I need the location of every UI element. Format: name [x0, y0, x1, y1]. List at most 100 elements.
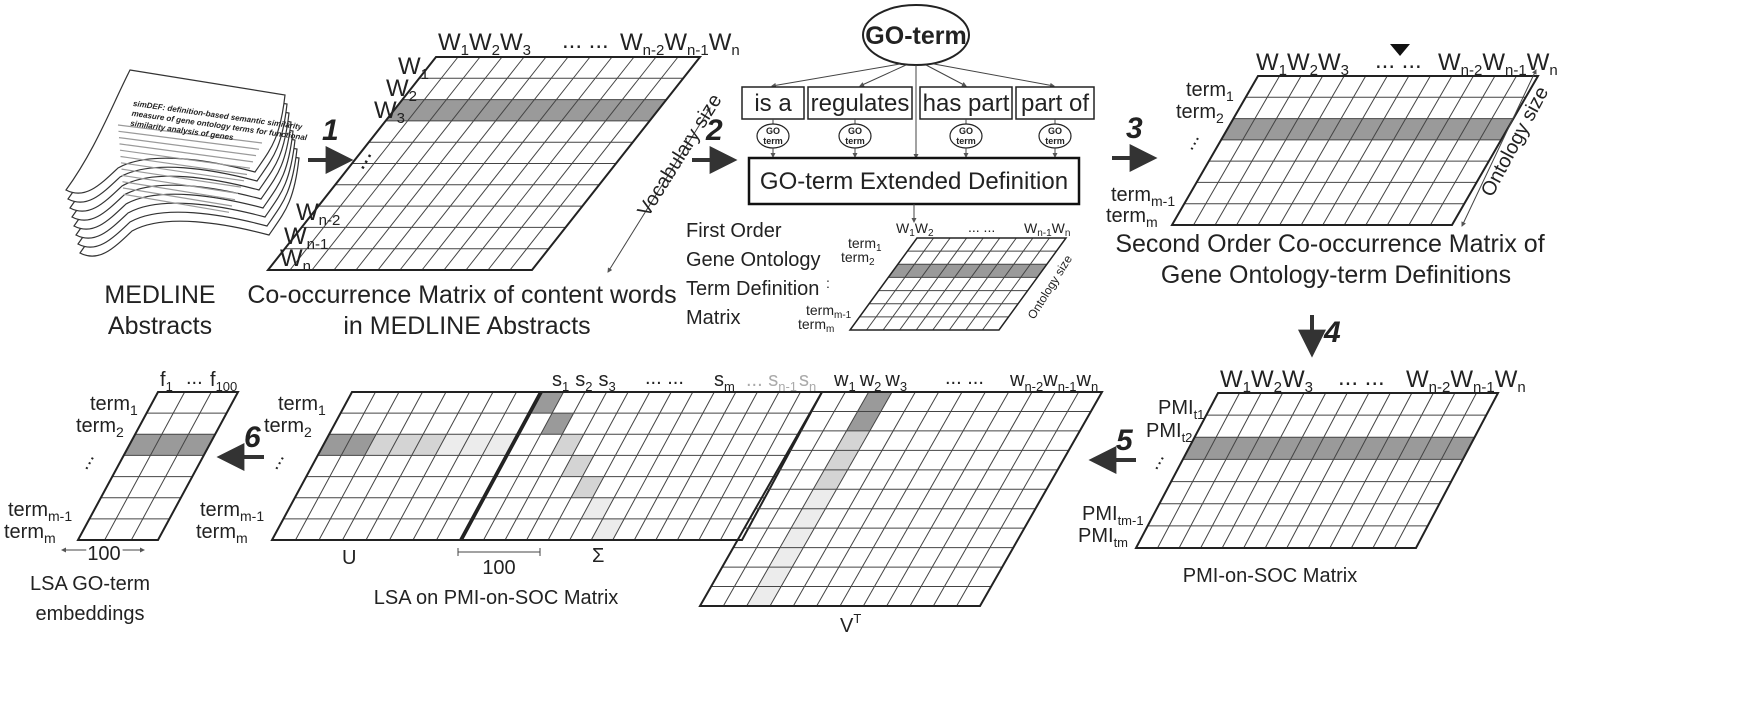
vt-gridline: [816, 391, 940, 607]
second-gridline: [1343, 75, 1431, 226]
sigma-gridline: [569, 391, 651, 541]
abstract-text-line: [120, 155, 248, 176]
vt-gridline: [792, 391, 916, 607]
second-side-label: Ontology size: [1477, 83, 1553, 200]
second-caption-1: Second Order Co-occurrence Matrix of: [1115, 230, 1544, 258]
vt-gridline: [839, 391, 963, 607]
relation-box-regulates: [807, 86, 913, 120]
first-order-grid: [848, 237, 1068, 331]
paper-stack: [65, 69, 300, 257]
extended-definition-label: GO-term Extended Definition: [760, 168, 1068, 195]
second-gridline: [1408, 75, 1496, 226]
emb-row-m: termm: [4, 521, 56, 546]
first-order-col-first: W1W2: [896, 220, 934, 239]
goterm-child-label-1: GO: [959, 126, 973, 136]
first-order-col-dots: ... ...: [968, 219, 995, 235]
first-order-caption-1: First Order: [686, 220, 782, 242]
sigma-col-extra: ... sn-1 sn: [746, 369, 816, 394]
goterm-child-label-2: term: [763, 136, 783, 146]
abstract-text-line: [117, 124, 263, 144]
sigma-highlight: [560, 455, 594, 477]
first-order-gridline: [882, 237, 951, 331]
goterm-child-label-1: GO: [766, 126, 780, 136]
goterm-child-label-1: GO: [1048, 126, 1062, 136]
emb-row-2: term2: [76, 415, 124, 440]
cooc-frame: [265, 56, 703, 271]
abstract-text-line: [123, 193, 230, 213]
step-3-arrow: 3: [1112, 112, 1158, 172]
second-highlight: [1221, 118, 1514, 140]
sigma-highlight: [581, 497, 615, 519]
pmi-col-first: W1W2W3: [1220, 366, 1313, 396]
pmi-gridline: [1350, 392, 1434, 549]
relation-regulates: regulates: [811, 90, 910, 117]
sigma-col-first: s1 s2 s3: [552, 369, 616, 394]
u-gridline: [412, 391, 494, 541]
emb-width-100: 100: [87, 543, 120, 565]
vt-gridline: [909, 391, 1033, 607]
lsa-width-100: 100: [482, 557, 515, 579]
step-4-number: 4: [1323, 316, 1341, 349]
pmi-frame: [1134, 392, 1500, 549]
pmi-highlight: [1182, 437, 1475, 460]
second-row-m: termm: [1106, 205, 1158, 230]
goterm-tree: GO-term is a regulates has part part of …: [741, 4, 1095, 223]
vt-gridline: [956, 391, 1080, 607]
second-row-dots: ...: [1177, 129, 1204, 154]
u-row-dots: ...: [262, 448, 289, 473]
first-order-row-dots: :: [826, 275, 830, 291]
emb-col-first: f1: [160, 369, 173, 394]
emb-frame: [76, 391, 240, 541]
sigma-gridline: [504, 391, 586, 541]
u-row-2: term2: [264, 415, 312, 440]
embeddings-grid: [76, 391, 240, 541]
second-gridline: [1214, 75, 1302, 226]
second-gridline: [1257, 75, 1345, 226]
sigma-gridline: [698, 391, 780, 541]
emb-highlight: [123, 434, 216, 456]
pmi-row-dots: ...: [1142, 448, 1169, 473]
second-gridline: [1193, 75, 1280, 226]
first-order-gridline: [915, 237, 984, 331]
first-order-row-2: term2: [841, 249, 875, 268]
extended-definition-box: [747, 156, 1081, 206]
vt-frame: [698, 391, 1104, 607]
first-order-caption-2: Gene Ontology: [686, 249, 821, 271]
pmi-row-m: PMItm: [1078, 525, 1128, 550]
sigma-gridline: [612, 391, 694, 541]
first-order-caption-4: Matrix: [686, 307, 740, 329]
cooc-caption-2: in MEDLINE Abstracts: [343, 312, 590, 340]
u-gridline: [318, 391, 400, 541]
emb-caption-1: LSA GO-term: [30, 573, 150, 595]
first-order-gridline: [932, 237, 1001, 331]
cooc-col-last: Wn-2Wn-1Wn: [620, 29, 740, 59]
cooc-col-dots: ... ...: [562, 27, 609, 54]
pmi-gridline: [1394, 392, 1477, 549]
step-4-arrow: 4: [1298, 315, 1341, 358]
second-gridline: [1365, 75, 1453, 226]
sigma-highlight: [591, 518, 625, 540]
sigma-col-sm: sm: [714, 369, 735, 394]
cooc-caption-1: Co-occurrence Matrix of content words: [247, 281, 676, 309]
emb-col-dots: ...: [186, 367, 203, 389]
second-order-matrix: W1W2W3 ... ... Wn-2Wn-1Wn term1 term2 ..…: [1106, 44, 1558, 289]
pmi-col-dots: ... ...: [1338, 364, 1385, 391]
pmi-gridline: [1221, 392, 1305, 549]
goterm-child-label-2: term: [956, 136, 976, 146]
abstract-text-line: [118, 130, 260, 150]
u-frame: [270, 391, 542, 541]
abstract-text-line: [118, 137, 257, 157]
medline-caption-2: Abstracts: [108, 312, 212, 340]
sigma-highlight: [571, 476, 604, 498]
emb-row-dots: ...: [72, 448, 99, 473]
sigma-frame: [460, 391, 824, 541]
abstract-text-line: [122, 187, 233, 207]
first-order-frame: [848, 237, 1068, 331]
lsa-embeddings: f1 ... f100 term1 term2 ... termm-1 term…: [4, 367, 240, 625]
u-gridline: [389, 391, 470, 541]
u-highlight: [364, 434, 447, 456]
sigma-gridline: [526, 391, 608, 541]
u-gridline: [365, 391, 447, 541]
first-order-caption-3: Term Definition: [686, 278, 819, 300]
